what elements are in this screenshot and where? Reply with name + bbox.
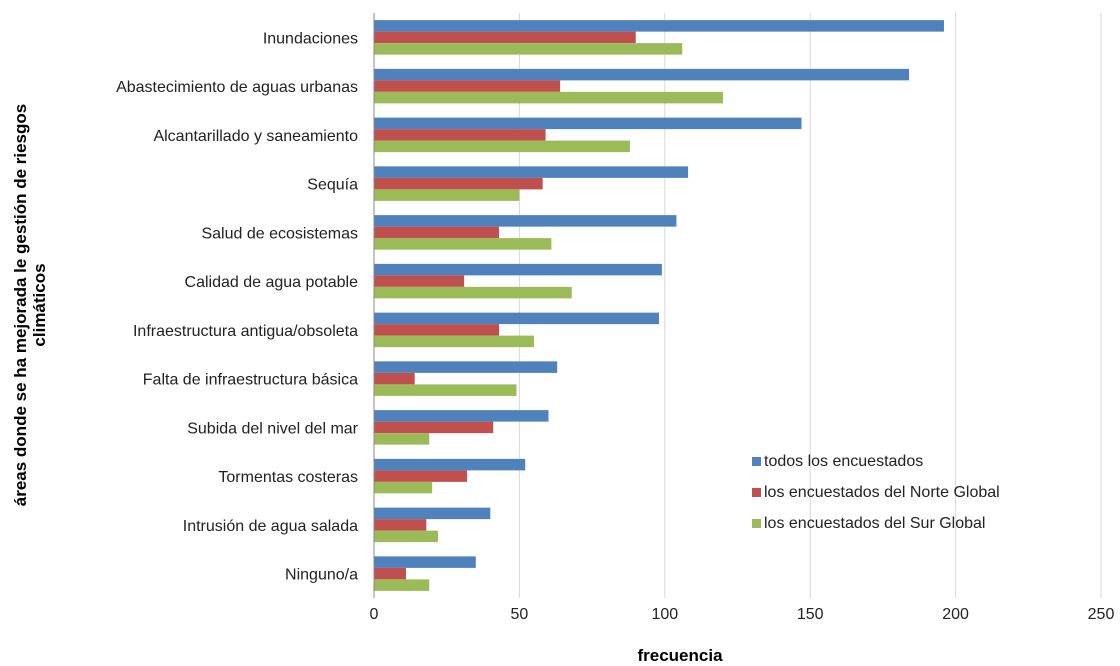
- category-label-1: Abastecimiento de aguas urbanas: [116, 79, 358, 96]
- bar-sur-10: [374, 530, 438, 543]
- bar-norte-2: [374, 129, 546, 141]
- category-label-7: Falta de infraestructura básica: [143, 372, 358, 389]
- legend: todos los encuestados los encuestados de…: [752, 446, 1000, 539]
- x-tick-label-200: 200: [942, 606, 969, 623]
- legend-label-norte: los encuestados del Norte Global: [764, 483, 1000, 501]
- legend-item-norte: los encuestados del Norte Global: [752, 477, 1000, 508]
- bar-sur-0: [374, 43, 683, 55]
- category-label-9: Tormentas costeras: [218, 469, 358, 486]
- bar-todos-11: [374, 556, 476, 568]
- legend-item-sur: los encuestados del Sur Global: [752, 508, 1000, 539]
- bar-todos-3: [374, 166, 689, 178]
- legend-swatch-sur: [752, 519, 761, 528]
- bar-sur-2: [374, 140, 630, 153]
- bar-norte-3: [374, 177, 543, 190]
- bar-todos-7: [374, 361, 558, 373]
- bar-sur-8: [374, 433, 430, 445]
- category-label-4: Salud de ecosistemas: [201, 225, 358, 242]
- bar-todos-9: [374, 458, 526, 471]
- legend-swatch-norte: [752, 488, 761, 497]
- bar-norte-1: [374, 80, 561, 92]
- bar-sur-1: [374, 91, 723, 104]
- bar-todos-1: [374, 68, 910, 81]
- legend-swatch-todos: [752, 457, 761, 466]
- bar-todos-4: [374, 215, 677, 227]
- bar-norte-5: [374, 275, 465, 287]
- bar-todos-10: [374, 507, 491, 520]
- bar-sur-11: [374, 579, 430, 591]
- bar-norte-0: [374, 31, 636, 44]
- bar-norte-6: [374, 324, 500, 336]
- bar-norte-4: [374, 226, 500, 239]
- legend-item-todos: todos los encuestados: [752, 446, 1000, 477]
- bar-todos-8: [374, 410, 549, 422]
- bar-sur-7: [374, 384, 517, 396]
- category-label-6: Infraestructura antigua/obsoleta: [133, 323, 358, 340]
- bar-sur-6: [374, 335, 534, 348]
- bar-norte-8: [374, 421, 494, 434]
- x-tick-label-50: 50: [511, 606, 529, 623]
- x-tick-label-100: 100: [651, 606, 678, 623]
- category-label-2: Alcantarillado y saneamiento: [153, 128, 358, 145]
- bar-todos-2: [374, 117, 802, 130]
- bar-norte-9: [374, 470, 468, 482]
- category-label-3: Sequía: [307, 177, 358, 194]
- x-tick-label-150: 150: [797, 606, 824, 623]
- x-tick-label-0: 0: [370, 606, 379, 623]
- bar-sur-3: [374, 189, 520, 201]
- category-label-0: Inundaciones: [263, 30, 358, 47]
- category-label-8: Subida del nivel del mar: [187, 420, 358, 437]
- bar-todos-0: [374, 20, 944, 32]
- legend-label-sur: los encuestados del Sur Global: [764, 514, 986, 532]
- legend-label-todos: todos los encuestados: [764, 452, 924, 470]
- bar-sur-5: [374, 286, 572, 299]
- x-axis-title: frecuencia: [637, 646, 723, 665]
- category-label-11: Ninguno/a: [285, 567, 358, 584]
- bar-sur-9: [374, 481, 433, 494]
- bar-sur-4: [374, 238, 552, 250]
- category-label-10: Intrusión de agua salada: [183, 518, 358, 535]
- bar-todos-6: [374, 312, 659, 325]
- bar-norte-10: [374, 519, 427, 531]
- bar-todos-5: [374, 263, 662, 276]
- x-tick-label-250: 250: [1088, 606, 1115, 623]
- bar-norte-11: [374, 567, 406, 580]
- bar-norte-7: [374, 372, 415, 385]
- category-label-5: Calidad de agua potable: [185, 274, 359, 291]
